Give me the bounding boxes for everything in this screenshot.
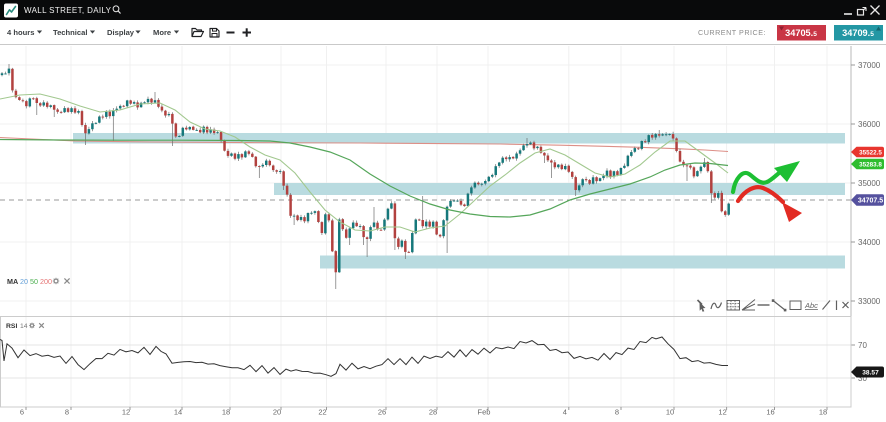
- svg-text:37000: 37000: [858, 61, 881, 70]
- svg-text:Display: Display: [107, 28, 135, 37]
- svg-text:Feb: Feb: [478, 408, 491, 417]
- svg-text:28: 28: [429, 408, 437, 417]
- svg-text:22: 22: [318, 408, 326, 417]
- svg-text:16: 16: [766, 408, 774, 417]
- svg-text:70: 70: [858, 341, 867, 350]
- svg-text:33000: 33000: [858, 297, 881, 306]
- svg-text:More: More: [153, 28, 171, 37]
- svg-text:CURRENT PRICE:: CURRENT PRICE:: [698, 28, 766, 37]
- svg-text:30: 30: [858, 374, 867, 383]
- svg-text:Abc: Abc: [804, 301, 818, 310]
- svg-text:34000: 34000: [858, 238, 881, 247]
- svg-text:34709.5: 34709.5: [842, 28, 874, 38]
- svg-text:34707.5: 34707.5: [858, 197, 883, 204]
- svg-text:18: 18: [819, 408, 827, 417]
- svg-text:35000: 35000: [858, 179, 881, 188]
- svg-text:36000: 36000: [858, 120, 881, 129]
- svg-text:8: 8: [65, 408, 69, 417]
- svg-text:MA: MA: [7, 277, 18, 286]
- svg-text:38.57: 38.57: [862, 369, 879, 376]
- svg-text:20: 20: [20, 277, 28, 286]
- svg-text:35283.8: 35283.8: [859, 161, 882, 168]
- svg-text:12: 12: [718, 408, 726, 417]
- svg-text:200: 200: [40, 277, 52, 286]
- svg-text:14: 14: [174, 408, 182, 417]
- svg-text:6: 6: [20, 408, 24, 417]
- svg-text:34705.5: 34705.5: [785, 28, 817, 38]
- svg-text:14: 14: [20, 323, 28, 330]
- svg-text:12: 12: [122, 408, 130, 417]
- svg-text:4 hours: 4 hours: [7, 28, 34, 37]
- svg-text:35522.5: 35522.5: [859, 149, 882, 156]
- svg-text:26: 26: [378, 408, 386, 417]
- svg-text:WALL STREET, DAILY: WALL STREET, DAILY: [24, 6, 112, 15]
- svg-text:50: 50: [30, 277, 38, 286]
- svg-text:Technical: Technical: [53, 28, 87, 37]
- svg-text:RSI: RSI: [6, 323, 17, 330]
- svg-text:18: 18: [222, 408, 230, 417]
- svg-text:20: 20: [273, 408, 281, 417]
- svg-text:8: 8: [615, 408, 619, 417]
- svg-text:10: 10: [666, 408, 674, 417]
- svg-text:4: 4: [563, 408, 567, 417]
